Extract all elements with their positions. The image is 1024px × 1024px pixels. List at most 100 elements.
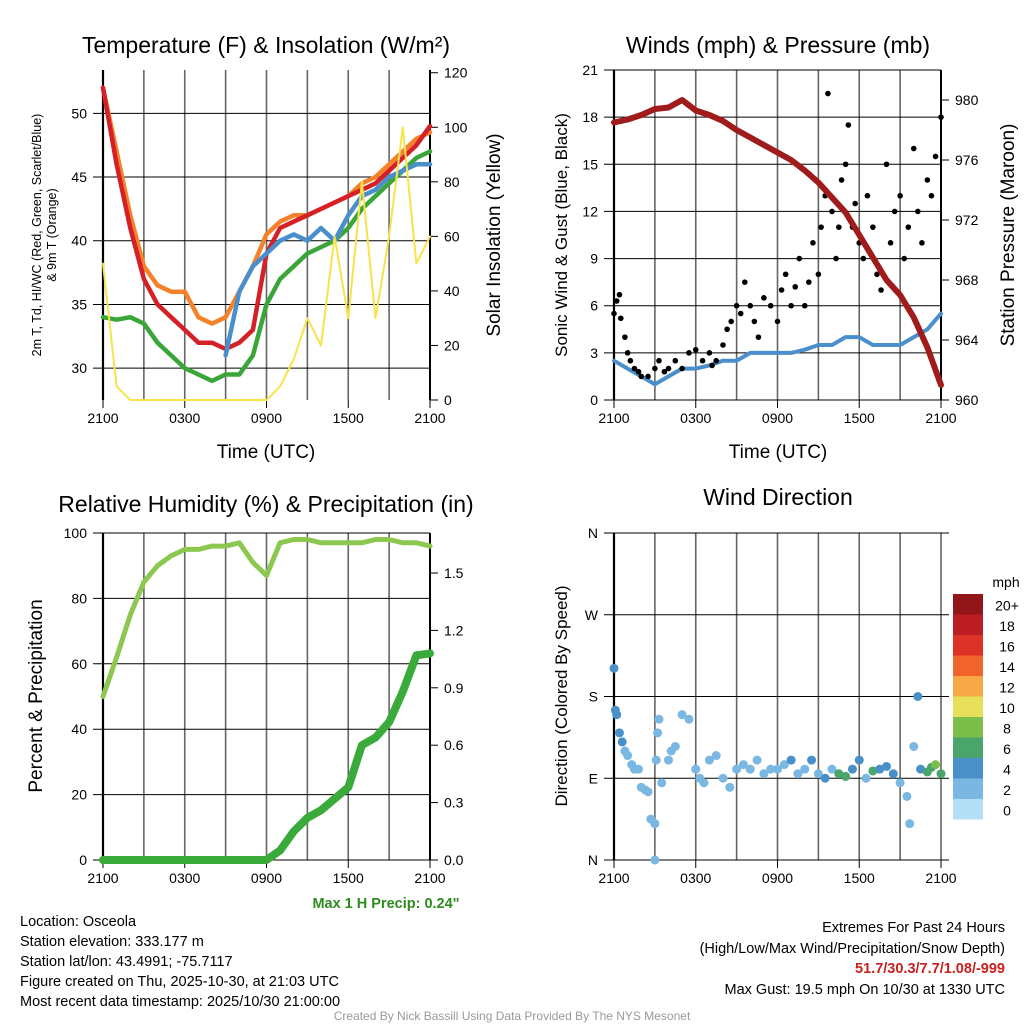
temp-y-axis-label-line2: & 9m T (Orange) — [45, 188, 59, 281]
wind-direction-point — [909, 741, 919, 751]
temp-x-tick-label: 1500 — [333, 410, 364, 426]
gust-point — [887, 240, 894, 246]
gust-point — [932, 153, 939, 160]
colorbar-label: 18 — [999, 618, 1015, 634]
credit-text: Created By Nick Bassill Using Data Provi… — [333, 1009, 691, 1023]
rh-right-tick-label: 0.6 — [444, 737, 464, 753]
dir-y-tick-label: S — [589, 689, 598, 705]
dir-x-tick-label: 2100 — [598, 870, 629, 886]
rh-y-tick-label: 80 — [71, 590, 87, 606]
gust-point — [713, 357, 719, 364]
rh-x-tick-label: 0300 — [169, 870, 200, 886]
wind-direction-point — [711, 751, 721, 761]
temp-y-right-axis-label: Solar Insolation (Yellow) — [484, 133, 505, 336]
temp-right-tick-label: 100 — [444, 119, 468, 135]
gust-point — [631, 365, 638, 372]
wind-direction-point — [875, 764, 885, 774]
gust-point — [910, 145, 917, 152]
solar-insolation-line — [102, 126, 431, 401]
wind-right-tick-label: 972 — [955, 212, 979, 228]
wind-direction-point — [617, 737, 627, 747]
colorbar-swatch — [953, 799, 983, 820]
temp-right-tick-label: 60 — [444, 228, 460, 244]
wind-direction-point — [614, 728, 624, 738]
gust-point — [860, 255, 867, 262]
rh-x-tick-label: 0900 — [251, 870, 282, 886]
gust-point — [767, 302, 774, 309]
wind-direction-point — [882, 761, 891, 771]
wind-direction-point — [704, 755, 714, 765]
precipitation-line — [99, 649, 434, 864]
wind-direction-point — [738, 760, 748, 770]
rh-right-tick-label: 0.3 — [444, 795, 464, 811]
recent-data-text: Most recent data timestamp: 2025/10/30 2… — [20, 994, 341, 1010]
rh-x-tick-label: 2100 — [414, 870, 445, 886]
wind-direction-point — [793, 769, 803, 779]
colorbar-swatch — [953, 594, 983, 615]
gust-point — [836, 224, 842, 230]
gust-point — [692, 346, 699, 353]
gust-point — [897, 192, 903, 199]
colorbar-swatch — [953, 778, 983, 799]
colorbar-swatch — [953, 696, 983, 717]
wind-direction-point — [677, 710, 687, 720]
rh-right-tick-label: 0.9 — [444, 680, 464, 696]
wind-x-tick-label: 1500 — [844, 410, 875, 426]
gust-point — [901, 255, 908, 262]
temp-y-axis-label-line1: 2m T, Td, HI/WC (Red, Green, Scarlet/Blu… — [30, 114, 44, 357]
wind-y-tick-label: 21 — [582, 62, 598, 78]
temp-right-tick-label: 120 — [444, 65, 468, 81]
wind-direction-point — [650, 855, 660, 865]
colorbar-label: 12 — [999, 679, 1015, 695]
location-text: Location: Osceola — [20, 914, 137, 930]
dir-y-tick-label: E — [589, 770, 598, 786]
gust-point — [905, 224, 912, 230]
gust-point — [810, 240, 816, 246]
wind-direction-point — [854, 755, 864, 765]
wind-direction-point — [766, 764, 776, 774]
rh-y-tick-label: 20 — [71, 787, 87, 803]
sonic-wind-line — [612, 311, 943, 387]
wind-direction-point — [813, 769, 823, 779]
wind-x-tick-label: 0900 — [762, 410, 793, 426]
wind-direction-point — [895, 778, 905, 788]
temp-y-tick-label: 50 — [71, 105, 87, 121]
rh-right-tick-label: 1.2 — [444, 622, 464, 638]
wind-right-tick-label: 964 — [955, 332, 979, 348]
gust-point — [870, 224, 876, 230]
wind-direction-point — [643, 787, 653, 797]
wind-direction-point — [847, 764, 857, 774]
wind-y-tick-label: 12 — [582, 203, 598, 219]
wind-direction-point — [650, 819, 660, 829]
dir-y-axis-label: Direction (Colored By Speed) — [552, 585, 571, 806]
rh-chart-title: Relative Humidity (%) & Precipitation (i… — [58, 491, 473, 517]
wind-direction-point — [718, 773, 728, 783]
gust-point — [737, 310, 744, 317]
gust-point — [661, 368, 668, 375]
gust-point — [818, 224, 824, 230]
colorbar-label: 10 — [999, 700, 1015, 716]
station-info: Location: Osceola Station elevation: 333… — [20, 912, 340, 1012]
wind-direction-point — [732, 764, 742, 774]
wind-y-tick-label: 18 — [582, 109, 598, 125]
dir-x-tick-label: 2100 — [925, 870, 956, 886]
wind-direction-point — [654, 714, 664, 724]
max-precip-annotation: Max 1 H Precip: 0.24" — [312, 896, 459, 912]
wind-y-axis-label: Sonic Wind & Gust (Blue, Black) — [552, 113, 571, 357]
wind-direction-point — [902, 791, 912, 801]
9m-t-line — [100, 85, 433, 326]
colorbar-swatch — [953, 655, 983, 676]
latlon-text: Station lat/lon: 43.4991; -75.7117 — [20, 954, 233, 970]
wind-y-tick-label: 9 — [590, 251, 598, 267]
rh-y-axis-label: Percent & Precipitation — [26, 599, 47, 792]
temp-y-tick-label: 30 — [71, 360, 87, 376]
gust-point — [665, 365, 672, 372]
pressure-line — [611, 97, 944, 388]
gust-point — [928, 192, 935, 199]
gust-point — [755, 334, 762, 340]
temp-right-tick-label: 20 — [444, 337, 460, 353]
colorbar-swatch — [953, 737, 983, 758]
dir-y-tick-label: N — [588, 852, 598, 868]
wind-direction-point — [634, 764, 644, 774]
temp-y-tick-label: 45 — [71, 169, 87, 185]
